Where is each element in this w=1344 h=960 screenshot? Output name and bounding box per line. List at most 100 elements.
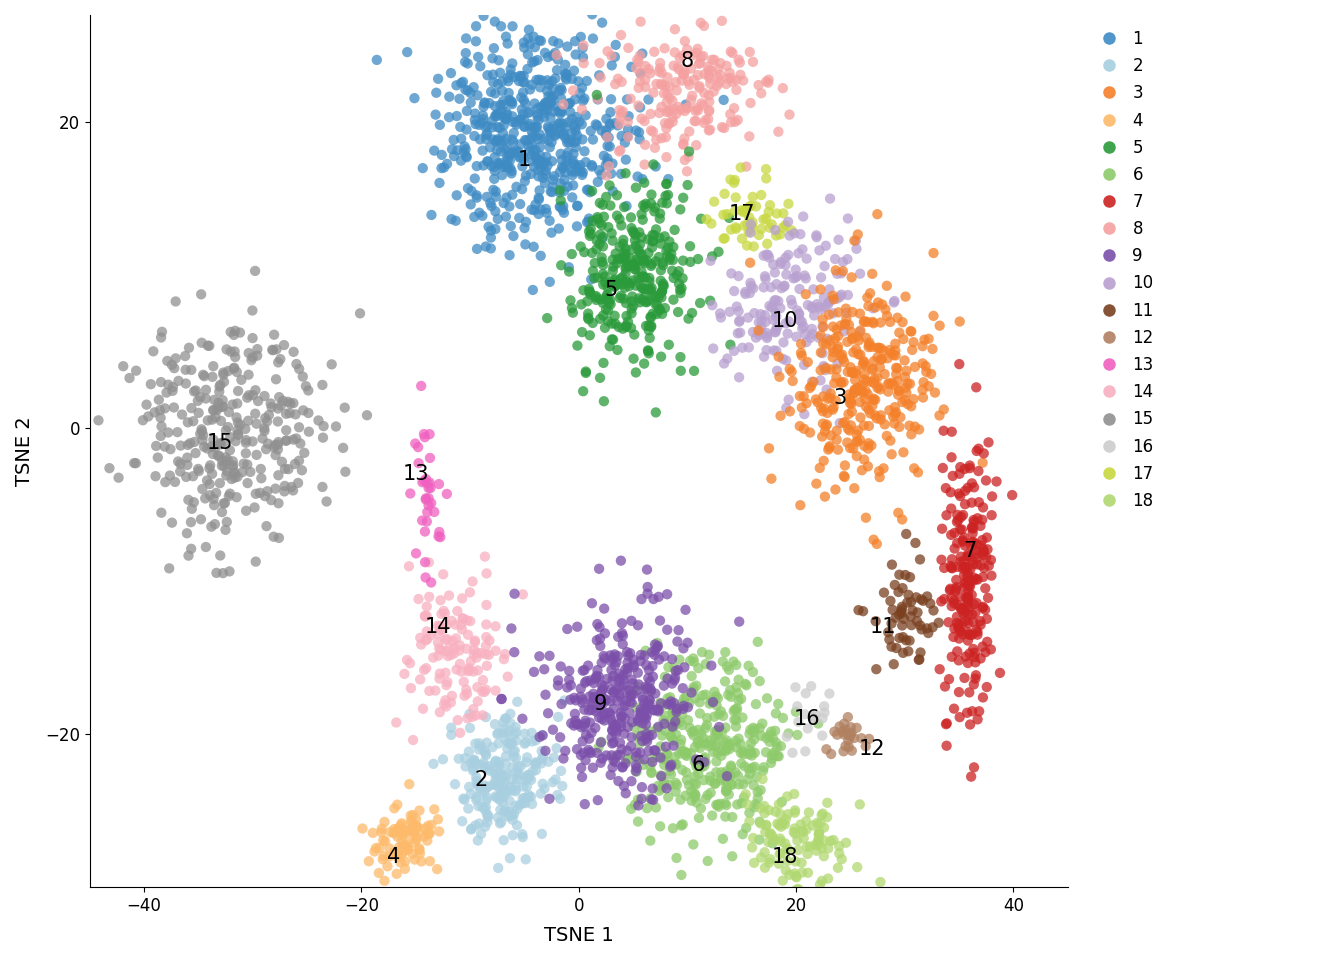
- 1: [484, 13, 505, 29]
- 15: [246, 447, 267, 463]
- 6: [663, 732, 684, 748]
- 15: [191, 512, 212, 527]
- 9: [609, 671, 630, 686]
- 7: [960, 579, 981, 594]
- 14: [441, 613, 462, 629]
- 7: [941, 598, 962, 613]
- 15: [226, 490, 247, 505]
- 6: [714, 796, 735, 811]
- 12: [851, 731, 872, 746]
- 4: [392, 826, 414, 841]
- 1: [524, 197, 546, 212]
- 1: [456, 150, 477, 165]
- 18: [805, 843, 827, 858]
- 15: [282, 432, 304, 447]
- 14: [476, 597, 497, 612]
- 10: [753, 279, 774, 295]
- 6: [659, 763, 680, 779]
- 6: [655, 723, 676, 738]
- 15: [176, 457, 198, 472]
- 18: [810, 807, 832, 823]
- 1: [476, 189, 497, 204]
- 15: [263, 529, 285, 544]
- 6: [676, 748, 698, 763]
- 11: [894, 612, 915, 627]
- 15: [222, 396, 243, 412]
- 2: [458, 780, 480, 795]
- 1: [480, 84, 501, 100]
- 6: [660, 767, 681, 782]
- 1: [540, 183, 562, 199]
- 11: [899, 633, 921, 648]
- 8: [629, 74, 650, 89]
- 15: [195, 382, 216, 397]
- 10: [792, 321, 813, 336]
- 17: [730, 159, 751, 175]
- 15: [155, 439, 176, 454]
- 2: [476, 780, 497, 795]
- 5: [652, 195, 673, 210]
- 5: [669, 285, 691, 300]
- 2: [503, 828, 524, 843]
- 1: [513, 75, 535, 90]
- 7: [953, 507, 974, 522]
- 6: [720, 777, 742, 792]
- 10: [828, 232, 849, 248]
- 9: [612, 636, 633, 652]
- 3: [870, 360, 891, 375]
- 8: [708, 75, 730, 90]
- 1: [480, 229, 501, 245]
- 15: [177, 415, 199, 430]
- 17: [734, 218, 755, 233]
- 14: [431, 622, 453, 637]
- 4: [366, 840, 387, 855]
- 3: [845, 434, 867, 449]
- 7: [946, 515, 968, 530]
- 18: [759, 827, 781, 842]
- 5: [598, 302, 620, 318]
- 5: [642, 233, 664, 249]
- 3: [853, 418, 875, 433]
- 15: [270, 351, 292, 367]
- 1: [564, 157, 586, 173]
- 9: [602, 723, 624, 738]
- 1: [449, 91, 470, 107]
- 1: [505, 180, 527, 195]
- 18: [796, 813, 817, 828]
- 3: [805, 476, 827, 492]
- 5: [602, 332, 624, 348]
- 6: [646, 636, 668, 651]
- 15: [215, 449, 237, 465]
- 16: [812, 710, 833, 726]
- 15: [179, 436, 200, 451]
- 7: [961, 607, 982, 622]
- 15: [292, 463, 313, 478]
- 11: [848, 603, 870, 618]
- 5: [605, 272, 626, 287]
- 11: [922, 619, 943, 635]
- 3: [769, 369, 790, 384]
- 18: [770, 833, 792, 849]
- 2: [489, 803, 511, 818]
- 5: [624, 256, 645, 272]
- 15: [238, 367, 259, 382]
- Text: 2: 2: [474, 770, 488, 790]
- Text: 9: 9: [594, 693, 607, 713]
- 9: [641, 644, 663, 660]
- 15: [235, 432, 257, 447]
- 3: [813, 336, 835, 351]
- 1: [450, 76, 472, 91]
- 9: [646, 638, 668, 654]
- 2: [448, 751, 469, 766]
- 1: [527, 132, 548, 147]
- 2: [512, 829, 534, 845]
- 11: [917, 588, 938, 604]
- 1: [512, 107, 534, 122]
- 1: [431, 147, 453, 162]
- 6: [707, 723, 728, 738]
- 2: [457, 801, 478, 816]
- 3: [903, 392, 925, 407]
- 1: [509, 112, 531, 128]
- 15: [267, 355, 289, 371]
- 4: [396, 823, 418, 838]
